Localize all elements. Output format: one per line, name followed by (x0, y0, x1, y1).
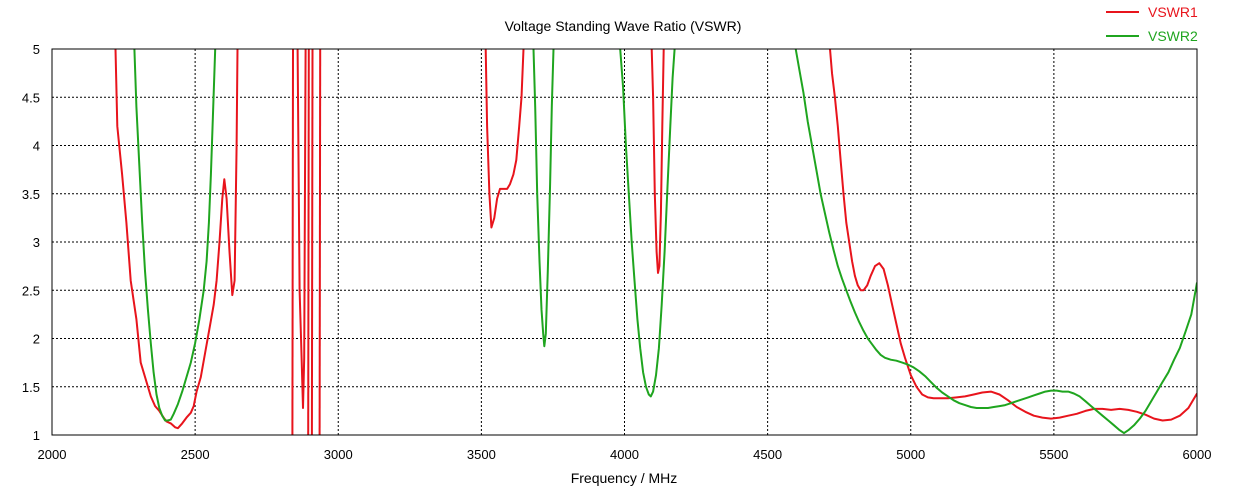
legend: VSWR1 VSWR2 (1106, 4, 1198, 44)
x-tick-label: 6000 (1183, 447, 1212, 462)
y-tick-label: 2 (33, 332, 40, 347)
y-tick-label: 3 (33, 235, 40, 250)
x-tick-label: 4000 (610, 447, 639, 462)
x-tick-label: 5500 (1039, 447, 1068, 462)
series-line-vswr1 (650, 49, 665, 274)
x-tick-label: 2500 (181, 447, 210, 462)
series-line-vswr2 (794, 49, 1197, 435)
x-tick-label: 4500 (753, 447, 782, 462)
y-tick-label: 5 (33, 42, 40, 57)
series-vswr1 (114, 49, 1197, 435)
y-tick-label: 1 (33, 428, 40, 443)
y-tick-label: 3.5 (22, 187, 40, 202)
series-line-vswr1 (291, 49, 294, 435)
tick-labels: 2000 2500 3000 3500 4000 4500 5000 5500 6000 1 1.5… (22, 42, 1212, 462)
y-tick-label: 2.5 (22, 283, 40, 298)
x-tick-label: 3500 (467, 447, 496, 462)
series-line-vswr2 (133, 49, 217, 422)
legend-label-vswr2: VSWR2 (1148, 28, 1198, 44)
series-line-vswr1 (307, 49, 310, 435)
series-vswr2 (133, 49, 1197, 435)
chart-title: Voltage Standing Wave Ratio (VSWR) (505, 18, 742, 34)
series-line-vswr1 (296, 49, 307, 409)
x-axis-label: Frequency / MHz (571, 470, 678, 486)
series-line-vswr1 (484, 49, 525, 229)
legend-label-vswr1: VSWR1 (1148, 4, 1198, 20)
x-tick-label: 3000 (324, 447, 353, 462)
y-tick-label: 4 (33, 139, 40, 154)
series-line-vswr1 (829, 49, 1197, 422)
plot-area-border (51, 48, 1198, 436)
series-line-vswr1 (318, 49, 322, 435)
y-tick-label: 4.5 (22, 90, 40, 105)
series-line-vswr1 (310, 49, 314, 435)
series-line-vswr2 (532, 49, 555, 348)
y-tick-label: 1.5 (22, 380, 40, 395)
x-tick-label: 5000 (896, 447, 925, 462)
series-line-vswr2 (619, 49, 676, 398)
series-lines (114, 49, 1197, 435)
x-tick-label: 2000 (38, 447, 67, 462)
series-line-vswr1 (114, 49, 239, 430)
